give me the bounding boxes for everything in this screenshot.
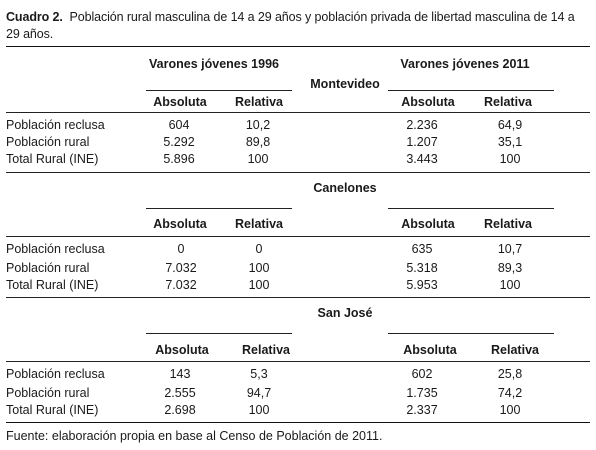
row-label: Población reclusa: [6, 242, 105, 256]
header-rule: [6, 236, 590, 237]
row-label: Población reclusa: [6, 118, 105, 132]
cell-rel-2011: 35,1: [497, 135, 523, 149]
cell-rel-2011: 89,3: [497, 261, 523, 275]
cell-abs-1996: 143: [169, 367, 191, 381]
section-rule: [146, 208, 292, 209]
cell-abs-1996: 7.032: [165, 278, 197, 292]
cell-abs-1996: 2.555: [164, 386, 196, 400]
cell-abs-1996: 2.698: [164, 403, 196, 417]
cell-abs-2011: 2.337: [406, 403, 438, 417]
section-title-montevideo: Montevideo: [310, 77, 380, 91]
col-header-relativa-1996: Relativa: [235, 95, 283, 109]
cell-rel-2011: 10,7: [497, 242, 523, 256]
row-label: Total Rural (INE): [6, 152, 99, 166]
cell-abs-1996: 5.896: [163, 152, 195, 166]
cell-rel-1996: 100: [248, 278, 270, 292]
col-header-absoluta-2011: Absoluta: [401, 217, 455, 231]
cell-abs-2011: 3.443: [406, 152, 438, 166]
col-header-relativa-2011: Relativa: [491, 343, 539, 357]
section-rule: [388, 90, 554, 91]
row-label: Total Rural (INE): [6, 403, 99, 417]
header-rule: [6, 112, 590, 113]
col-header-absoluta-2011: Absoluta: [401, 95, 455, 109]
header-rule: [6, 361, 590, 362]
cell-abs-1996: 0: [177, 242, 185, 256]
row-label: Total Rural (INE): [6, 278, 99, 292]
section-rule: [388, 333, 554, 334]
cell-abs-2011: 602: [411, 367, 433, 381]
cell-abs-1996: 7.032: [165, 261, 197, 275]
cell-abs-2011: 5.953: [406, 278, 438, 292]
section-title-canelones: Canelones: [313, 181, 377, 195]
caption-text: Población rural masculina de 14 a 29 año…: [6, 10, 575, 41]
cell-rel-2011: 25,8: [497, 367, 523, 381]
cell-rel-2011: 100: [499, 152, 521, 166]
section-bottom-rule: [6, 297, 590, 298]
table-top-rule: [6, 46, 590, 47]
row-label: Población rural: [6, 386, 90, 400]
cell-abs-2011: 2.236: [406, 118, 438, 132]
cell-abs-2011: 1.735: [406, 386, 438, 400]
section-bottom-rule: [6, 172, 590, 173]
section-rule: [146, 90, 292, 91]
row-label: Población rural: [6, 135, 90, 149]
col-header-absoluta-1996: Absoluta: [155, 343, 209, 357]
cell-abs-2011: 635: [411, 242, 433, 256]
cell-abs-2011: 1.207: [406, 135, 438, 149]
cell-abs-2011: 5.318: [406, 261, 438, 275]
col-header-relativa-1996: Relativa: [242, 343, 290, 357]
cell-rel-2011: 64,9: [497, 118, 523, 132]
col-header-absoluta-1996: Absoluta: [153, 95, 207, 109]
cell-rel-1996: 100: [248, 261, 270, 275]
cell-rel-1996: 94,7: [246, 386, 272, 400]
section-title-san-jose: San José: [317, 306, 373, 320]
cell-abs-1996: 604: [168, 118, 190, 132]
col-header-relativa-2011: Relativa: [484, 95, 532, 109]
cell-rel-1996: 0: [255, 242, 263, 256]
footnote-source: Fuente: elaboración propia en base al Ce…: [6, 429, 383, 443]
cell-abs-1996: 5.292: [163, 135, 195, 149]
cell-rel-1996: 10,2: [245, 118, 271, 132]
section-rule: [388, 208, 554, 209]
cell-rel-1996: 100: [247, 152, 269, 166]
cell-rel-1996: 5,3: [250, 367, 268, 381]
cell-rel-2011: 100: [499, 403, 521, 417]
cell-rel-1996: 100: [248, 403, 270, 417]
caption-label: Cuadro 2.: [6, 10, 63, 24]
row-label: Población rural: [6, 261, 90, 275]
group-header-2011: Varones jóvenes 2011: [400, 57, 530, 71]
group-header-1996: Varones jóvenes 1996: [149, 57, 279, 71]
cell-rel-2011: 100: [499, 278, 521, 292]
col-header-absoluta-2011: Absoluta: [403, 343, 457, 357]
cell-rel-2011: 74,2: [497, 386, 523, 400]
col-header-absoluta-1996: Absoluta: [153, 217, 207, 231]
table-bottom-rule: [6, 422, 590, 423]
section-rule: [146, 333, 292, 334]
cell-rel-1996: 89,8: [245, 135, 271, 149]
col-header-relativa-1996: Relativa: [235, 217, 283, 231]
col-header-relativa-2011: Relativa: [484, 217, 532, 231]
row-label: Población reclusa: [6, 367, 105, 381]
table-caption: Cuadro 2. Población rural masculina de 1…: [6, 9, 590, 43]
